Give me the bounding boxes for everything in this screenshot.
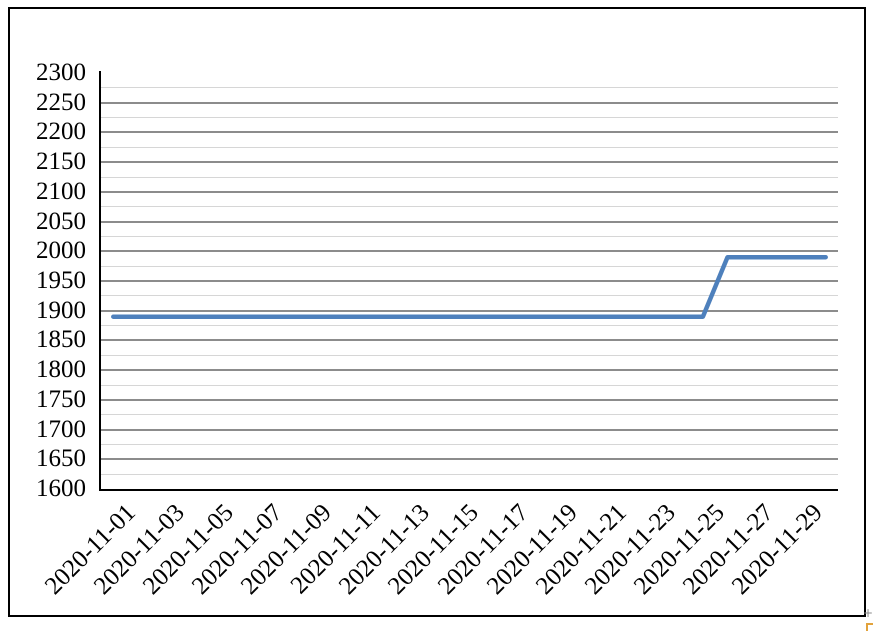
y-tick-label: 1700 bbox=[36, 415, 86, 443]
gridline-minor bbox=[101, 443, 838, 445]
gridline-major bbox=[101, 458, 838, 461]
gridline-minor bbox=[101, 325, 838, 327]
y-tick-label: 2100 bbox=[36, 177, 86, 205]
y-tick-label: 1800 bbox=[36, 356, 86, 384]
plot-area bbox=[99, 71, 838, 491]
y-tick-label: 1650 bbox=[36, 445, 86, 473]
y-tick-label: 2300 bbox=[36, 59, 86, 86]
gridline-minor bbox=[101, 146, 838, 148]
y-tick-label: 2000 bbox=[36, 237, 86, 265]
gridline-major bbox=[101, 250, 838, 253]
y-tick-label: 1750 bbox=[36, 385, 86, 413]
y-tick-label: 2200 bbox=[36, 118, 86, 146]
gridline-minor bbox=[101, 117, 838, 119]
y-tick-label: 1600 bbox=[36, 475, 86, 502]
gridline-major bbox=[101, 369, 838, 372]
gridline-major bbox=[101, 101, 838, 104]
gridline-minor bbox=[101, 265, 838, 267]
gridline-major bbox=[101, 428, 838, 431]
gridline-minor bbox=[101, 414, 838, 416]
y-tick-label: 1850 bbox=[36, 326, 86, 354]
gridline-major bbox=[101, 280, 838, 282]
gridline-minor bbox=[101, 176, 838, 178]
gridline-minor bbox=[101, 384, 838, 386]
chart-outer-frame bbox=[8, 7, 866, 617]
gridline-minor bbox=[101, 206, 838, 208]
gridline-minor bbox=[101, 235, 838, 237]
y-tick-label: 1900 bbox=[36, 296, 86, 324]
gridline-major bbox=[101, 339, 838, 342]
gridline-major bbox=[101, 161, 838, 164]
gridline-major bbox=[101, 190, 838, 193]
resize-handle-icon: + bbox=[863, 606, 874, 620]
y-tick-label: 2250 bbox=[36, 88, 86, 116]
gridline-minor bbox=[101, 295, 838, 297]
gridline-minor bbox=[101, 87, 838, 89]
series-line bbox=[111, 254, 828, 319]
y-tick-label: 2050 bbox=[36, 207, 86, 235]
y-tick-label: 1950 bbox=[36, 267, 86, 294]
gridline-major bbox=[101, 309, 838, 312]
gridline-major bbox=[101, 220, 838, 223]
gridline-minor bbox=[101, 473, 838, 475]
gridline-major bbox=[101, 398, 838, 401]
gridline-minor bbox=[101, 354, 838, 356]
corner-artifact-icon bbox=[866, 623, 873, 631]
gridline-major bbox=[101, 131, 838, 134]
y-tick-label: 2150 bbox=[36, 148, 86, 176]
